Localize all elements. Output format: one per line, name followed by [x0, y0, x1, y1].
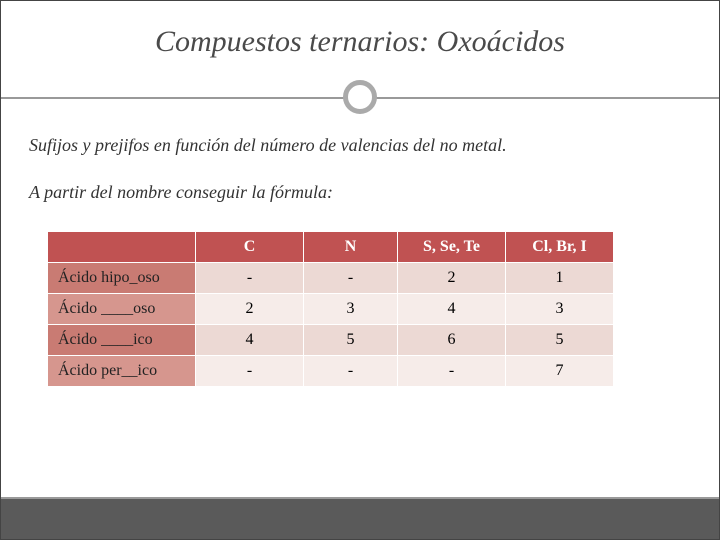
header-c: C — [196, 232, 304, 263]
table-header-row: C N S, Se, Te Cl, Br, I — [48, 232, 614, 263]
cell: - — [398, 356, 506, 387]
cell: 7 — [506, 356, 614, 387]
cell: 5 — [506, 325, 614, 356]
row-label: Ácido ____oso — [48, 294, 196, 325]
table-row: Ácido hipo_oso - - 2 1 — [48, 263, 614, 294]
divider-circle-icon — [343, 80, 377, 114]
cell: 5 — [304, 325, 398, 356]
divider — [1, 79, 719, 115]
cell: - — [304, 263, 398, 294]
cell: 6 — [398, 325, 506, 356]
valence-table: C N S, Se, Te Cl, Br, I Ácido hipo_oso -… — [47, 231, 614, 387]
row-label: Ácido ____ico — [48, 325, 196, 356]
table-row: Ácido ____ico 4 5 6 5 — [48, 325, 614, 356]
row-label: Ácido hipo_oso — [48, 263, 196, 294]
paragraph-1: Sufijos y prejifos en función del número… — [29, 135, 691, 156]
cell: - — [304, 356, 398, 387]
table-row: Ácido ____oso 2 3 4 3 — [48, 294, 614, 325]
table-row: Ácido per__ico - - - 7 — [48, 356, 614, 387]
content-area: Sufijos y prejifos en función del número… — [1, 127, 719, 387]
cell: 4 — [196, 325, 304, 356]
footer-band — [1, 499, 719, 539]
paragraph-2: A partir del nombre conseguir la fórmula… — [29, 182, 691, 203]
cell: - — [196, 263, 304, 294]
header-blank — [48, 232, 196, 263]
header-n: N — [304, 232, 398, 263]
cell: 2 — [196, 294, 304, 325]
slide: Compuestos ternarios: Oxoácidos Sufijos … — [0, 0, 720, 540]
cell: 1 — [506, 263, 614, 294]
cell: - — [196, 356, 304, 387]
cell: 4 — [398, 294, 506, 325]
header-ssete: S, Se, Te — [398, 232, 506, 263]
cell: 3 — [506, 294, 614, 325]
cell: 2 — [398, 263, 506, 294]
cell: 3 — [304, 294, 398, 325]
row-label: Ácido per__ico — [48, 356, 196, 387]
header-clbri: Cl, Br, I — [506, 232, 614, 263]
slide-title: Compuestos ternarios: Oxoácidos — [1, 1, 719, 79]
